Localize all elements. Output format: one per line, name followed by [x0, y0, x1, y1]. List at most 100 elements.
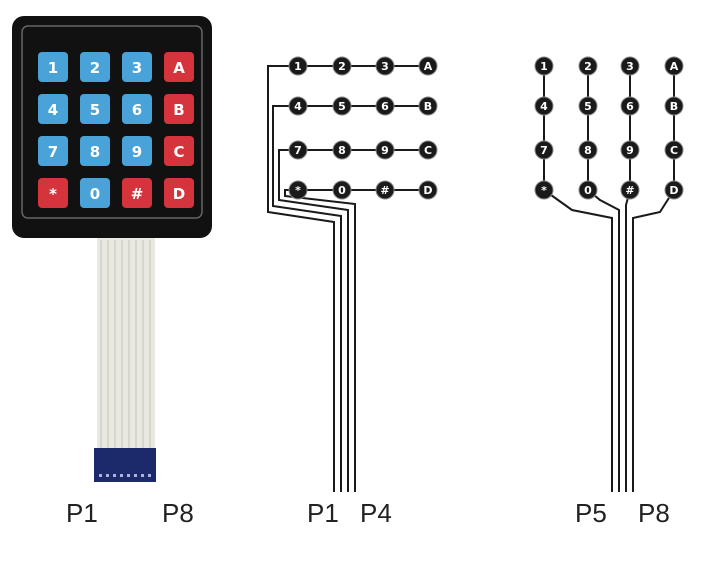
- row-node-label: 8: [338, 144, 346, 157]
- ribbon-connector: [94, 448, 156, 482]
- row-node-label: #: [380, 184, 389, 197]
- keypad-key-label: B: [173, 101, 184, 119]
- keypad-key-0-2: 3: [122, 52, 152, 82]
- connector-pins: [99, 474, 151, 477]
- keypad-key-face: [38, 94, 68, 124]
- keypad-key-face: [38, 52, 68, 82]
- col-node-circle: [578, 140, 598, 160]
- col-node-0-2: 3: [620, 56, 640, 76]
- row-node-label: A: [424, 60, 433, 73]
- row-node-circle: [375, 140, 395, 160]
- keypad-key-label: D: [173, 185, 185, 203]
- col-node-0-3: A: [664, 56, 684, 76]
- keypad-key-3-3: D: [164, 178, 194, 208]
- row-node-2-3: C: [418, 140, 438, 160]
- cols-pin-left-label: P5: [575, 498, 607, 528]
- keypad-key-2-0: 7: [38, 136, 68, 166]
- col-node-label: 0: [584, 184, 592, 197]
- col-wire-1: [543, 189, 613, 492]
- keypad-key-face: [164, 52, 194, 82]
- col-node-2-1: 8: [578, 140, 598, 160]
- col-node-label: A: [670, 60, 679, 73]
- keypad-key-3-0: *: [38, 178, 68, 208]
- keypad-key-face: [80, 94, 110, 124]
- row-node-circle: [418, 140, 438, 160]
- ribbon-body: [97, 238, 155, 450]
- keypad-key-label: #: [131, 185, 144, 203]
- row-wire-2: [272, 105, 342, 492]
- col-node-label: 7: [540, 144, 548, 157]
- col-wire-4: [632, 189, 675, 492]
- row-node-label: 4: [294, 100, 302, 113]
- col-node-1-3: B: [664, 96, 684, 116]
- row-node-label: *: [295, 184, 301, 197]
- col-node-3-0: *: [534, 180, 554, 200]
- row-node-circle: [332, 56, 352, 76]
- row-node-label: 6: [381, 100, 389, 113]
- col-node-3-2: #: [620, 180, 640, 200]
- col-node-circle: [664, 56, 684, 76]
- keypad-key-label: 7: [48, 143, 58, 161]
- connector-pin: [106, 474, 109, 477]
- col-node-circle: [620, 56, 640, 76]
- keypad-keys: 1 2 3 A 4 5 6 B 7 8 9 C * 0 # D: [38, 52, 194, 208]
- col-node-circle: [578, 56, 598, 76]
- col-node-2-0: 7: [534, 140, 554, 160]
- keypad-key-face: [164, 178, 194, 208]
- row-node-circle: [375, 180, 395, 200]
- col-node-label: C: [670, 144, 678, 157]
- keypad-key-2-2: 9: [122, 136, 152, 166]
- row-node-label: 2: [338, 60, 346, 73]
- col-wire-3: [625, 189, 631, 492]
- col-node-label: B: [670, 100, 678, 113]
- connector-pin: [113, 474, 116, 477]
- col-node-circle: [534, 96, 554, 116]
- row-wiring-diagram: 1 2 3 A 4 5 6 B 7 8 9 C * 0 # D P1 P4: [267, 56, 438, 528]
- row-node-circle: [288, 180, 308, 200]
- col-node-circle: [620, 96, 640, 116]
- row-node-circle: [332, 180, 352, 200]
- row-node-2-0: 7: [288, 140, 308, 160]
- keypad-key-label: 9: [132, 143, 142, 161]
- connector-pin: [120, 474, 123, 477]
- keypad-key-3-2: #: [122, 178, 152, 208]
- col-node-label: 9: [626, 144, 634, 157]
- row-node-circle: [418, 56, 438, 76]
- row-node-0-3: A: [418, 56, 438, 76]
- keypad-key-label: 0: [90, 185, 100, 203]
- col-node-circle: [664, 96, 684, 116]
- keypad-key-face: [122, 178, 152, 208]
- col-node-circle: [534, 56, 554, 76]
- row-wire-1: [267, 65, 335, 492]
- keypad-key-1-0: 4: [38, 94, 68, 124]
- ribbon-cable: [97, 238, 155, 450]
- keypad-key-1-1: 5: [80, 94, 110, 124]
- keypad-key-0-1: 2: [80, 52, 110, 82]
- row-node-0-1: 2: [332, 56, 352, 76]
- col-node-label: D: [669, 184, 678, 197]
- ribbon-strands: [100, 240, 151, 448]
- keypad-key-face: [122, 94, 152, 124]
- col-node-label: #: [625, 184, 634, 197]
- cols-pin-right-label: P8: [638, 498, 670, 528]
- col-node-3-3: D: [664, 180, 684, 200]
- row-node-3-2: #: [375, 180, 395, 200]
- row-node-3-1: 0: [332, 180, 352, 200]
- col-nodes: 1 2 3 A 4 5 6 B 7 8 9 C * 0 # D: [534, 56, 684, 200]
- rows-pin-right-label: P4: [360, 498, 392, 528]
- col-node-label: 4: [540, 100, 548, 113]
- connector-pin: [141, 474, 144, 477]
- keypad-key-0-0: 1: [38, 52, 68, 82]
- row-node-0-2: 3: [375, 56, 395, 76]
- row-nodes: 1 2 3 A 4 5 6 B 7 8 9 C * 0 # D: [288, 56, 438, 200]
- keypad-photo: 1 2 3 A 4 5 6 B 7 8 9 C * 0 # D P1 P8: [12, 16, 212, 528]
- row-node-label: 5: [338, 100, 346, 113]
- row-node-label: 9: [381, 144, 389, 157]
- row-node-3-0: *: [288, 180, 308, 200]
- row-node-circle: [288, 56, 308, 76]
- row-node-1-2: 6: [375, 96, 395, 116]
- col-node-0-0: 1: [534, 56, 554, 76]
- col-node-circle: [534, 140, 554, 160]
- keypad-key-face: [38, 178, 68, 208]
